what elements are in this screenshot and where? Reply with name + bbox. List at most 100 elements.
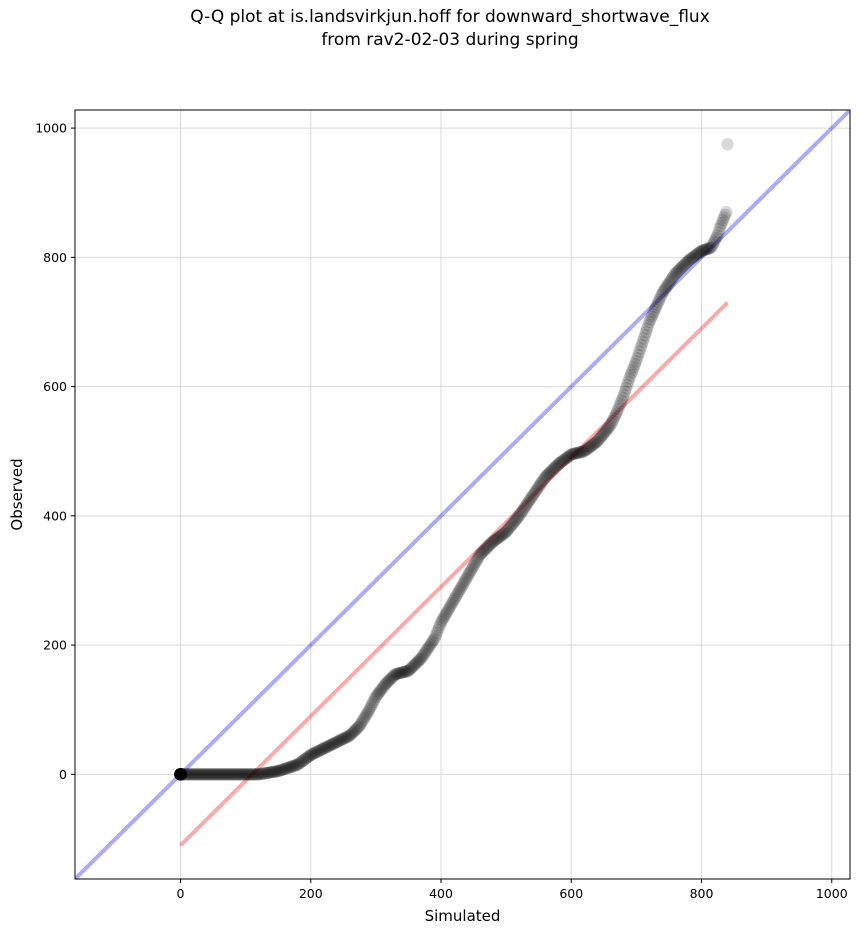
data-point [197, 768, 211, 781]
data-point [229, 768, 242, 781]
data-point [255, 767, 269, 780]
x-tick-label: 800 [690, 886, 714, 901]
data-point [610, 405, 624, 418]
data-point [412, 654, 426, 667]
data-point [426, 635, 439, 649]
data-point [489, 533, 502, 546]
data-point [501, 523, 515, 536]
data-point [186, 768, 199, 781]
data-point [174, 768, 187, 781]
data-point [188, 768, 202, 781]
data-point [535, 476, 548, 489]
data-point [583, 441, 596, 454]
data-point [250, 768, 263, 781]
data-point [517, 502, 530, 516]
data-point [566, 447, 579, 461]
data-point [217, 768, 231, 781]
data-point [176, 768, 189, 781]
data-point [199, 768, 213, 781]
data-point [593, 432, 606, 446]
data-point [294, 756, 308, 769]
data-point [456, 579, 469, 592]
data-point [599, 424, 613, 437]
data-point [451, 586, 465, 600]
data-point [536, 474, 549, 488]
x-tick-label: 0 [177, 886, 185, 901]
plot-frame [74, 109, 851, 880]
data-point [613, 399, 626, 413]
data-point [635, 338, 648, 352]
data-point [205, 768, 218, 781]
data-point [472, 550, 486, 563]
data-point [498, 526, 511, 540]
fit-line [179, 301, 729, 847]
data-point [481, 540, 495, 553]
data-point [288, 759, 301, 772]
data-point [310, 745, 323, 759]
data-point [435, 615, 448, 629]
data-point [671, 265, 684, 278]
data-point [401, 664, 415, 678]
data-point [226, 768, 240, 781]
data-point [377, 680, 390, 694]
data-point [174, 768, 187, 781]
x-tick-label: 1000 [816, 886, 848, 901]
data-point [568, 447, 582, 460]
data-point [261, 766, 274, 780]
data-point [659, 281, 673, 294]
data-point [381, 675, 395, 688]
data-point [554, 456, 567, 469]
data-point [410, 656, 423, 669]
data-point [192, 768, 205, 781]
data-point [325, 738, 339, 751]
data-point [179, 768, 193, 781]
data-point [351, 721, 364, 734]
data-point [578, 444, 592, 457]
data-point [575, 445, 588, 459]
data-point [657, 284, 671, 297]
y-tick-label: 600 [43, 379, 67, 394]
data-point [321, 740, 334, 753]
data-point [315, 743, 329, 756]
data-point [639, 325, 653, 339]
data-point [274, 763, 288, 777]
data-point [606, 414, 619, 427]
data-point [415, 652, 428, 665]
data-point [278, 762, 291, 776]
data-point [420, 643, 433, 657]
data-point [242, 768, 255, 781]
x-axis-label: Simulated [425, 907, 501, 925]
data-point [651, 298, 664, 311]
data-point [457, 577, 470, 590]
data-point [506, 517, 519, 531]
data-point [268, 765, 281, 778]
data-point [191, 768, 204, 781]
data-point [341, 730, 354, 743]
data-point [609, 407, 623, 421]
data-point [293, 756, 307, 770]
data-point [264, 766, 278, 779]
data-point [548, 461, 562, 474]
data-point [174, 768, 187, 781]
data-point [386, 671, 399, 684]
data-point [337, 732, 350, 745]
data-point [322, 739, 335, 753]
data-point [371, 688, 384, 701]
data-point [373, 685, 387, 698]
data-point [455, 581, 468, 594]
y-tick-label: 0 [59, 767, 67, 782]
data-point [352, 720, 366, 733]
data-point [475, 547, 488, 560]
data-point [561, 450, 575, 463]
data-point [210, 768, 223, 781]
data-point [303, 749, 317, 762]
data-point [342, 729, 356, 743]
data-point [387, 669, 400, 683]
data-point [596, 428, 609, 442]
data-point [367, 695, 380, 709]
data-point [682, 254, 695, 267]
data-point [681, 255, 694, 268]
data-point [233, 768, 246, 781]
data-point [564, 448, 577, 462]
data-point [174, 768, 187, 781]
